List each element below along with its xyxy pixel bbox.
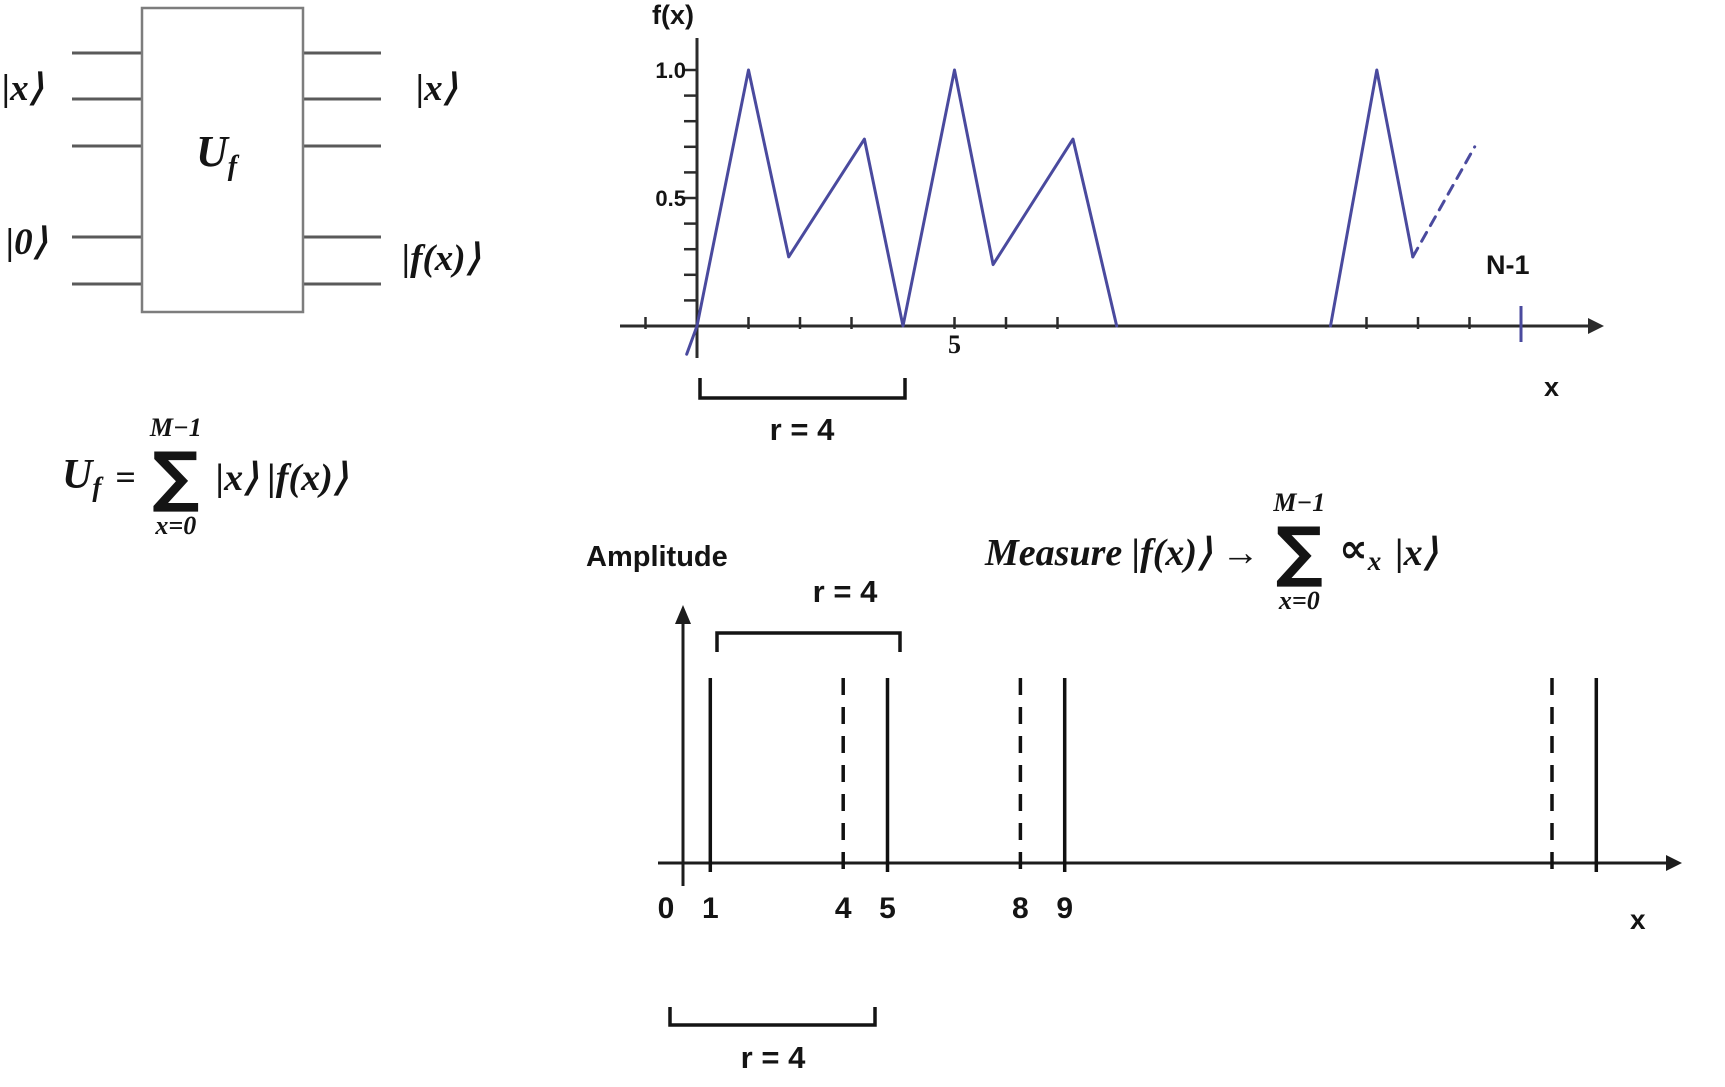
amplitude-bottom-bracket-label: r = 4 (740, 1040, 806, 1075)
uf-circuit (72, 6, 381, 314)
measure-formula-sum-upper: M−1 (1273, 488, 1326, 517)
circuit-input-top-label: |x⟩ (2, 68, 44, 109)
fx-period-bracket (698, 378, 907, 400)
fx-x-axis-title: x (1544, 372, 1560, 402)
uf-formula-equals: = (115, 457, 136, 497)
circuit-output-top-label: |x⟩ (416, 68, 458, 109)
fx-ytick-label-05: 0.5 (655, 186, 686, 211)
amplitude-x-tick-label: 9 (1056, 892, 1074, 925)
fx-curve (685, 68, 1477, 356)
amplitude-bottom-bracket (668, 1007, 877, 1027)
amplitude-y-axis-arrow (675, 605, 691, 624)
uf-formula-sum: M−1 ∑ x=0 (150, 415, 202, 539)
circuit-input-bottom-label: |0⟩ (6, 222, 48, 263)
uf-definition-formula: Uf = M−1 ∑ x=0 |x⟩ |f(x)⟩ (62, 402, 348, 552)
amplitude-x-tick-label: 1 (701, 892, 719, 925)
uf-formula-lhs-base: U (62, 451, 93, 498)
measure-formula-sum-lower: x=0 (1278, 586, 1320, 615)
amplitude-y-axis-title: Amplitude (586, 541, 728, 573)
amplitude-x-axis-arrow (1666, 855, 1682, 871)
fx-xtick-label: 5 (948, 330, 961, 359)
fx-period-bracket-label: r = 4 (769, 412, 835, 447)
fx-n-minus-1-label: N-1 (1486, 250, 1530, 280)
sigma-sum-symbol: ∑ (152, 438, 200, 515)
uf-gate-box (140, 6, 305, 314)
fx-y-axis-title: f(x) (652, 0, 694, 30)
amplitude-top-bracket (715, 631, 902, 652)
alpha-subscript: x (1367, 546, 1382, 577)
circuit-wires (72, 51, 381, 286)
uf-formula-rhs: |x⟩ |f(x)⟩ (215, 456, 348, 499)
uf-gate-label: Uf (196, 126, 237, 183)
amplitude-x-tick-label: 8 (1012, 892, 1029, 925)
fx-x-axis-arrow (1588, 318, 1604, 334)
circuit-output-bottom-label: |f(x)⟩ (402, 238, 481, 279)
uf-formula-sum-upper: M−1 (149, 413, 202, 442)
measure-formula-sum: M−1 ∑ x=0 (1273, 490, 1325, 614)
uf-gate-label-base: U (196, 127, 228, 176)
uf-formula-lhs: Uf (62, 451, 101, 503)
uf-formula-lhs-sub: f (92, 472, 102, 503)
amplitude-x-tick-label: 0 (657, 892, 675, 925)
uf-gate-label-sub: f (227, 150, 238, 182)
measure-formula: Measure |f(x)⟩ → M−1 ∑ x=0 ∝x |x⟩ (985, 472, 1437, 632)
sigma-sum-symbol: ∑ (1275, 513, 1324, 590)
uf-formula-sum-lower: x=0 (155, 511, 197, 540)
fx-plot-ticks (644, 68, 1523, 342)
amplitude-top-bracket-label: r = 4 (812, 574, 878, 609)
measure-formula-amplitude-term: ∝x (1339, 526, 1381, 577)
amplitude-stems (708, 678, 1599, 872)
fx-ytick-label-1: 1.0 (655, 58, 686, 83)
amplitude-x-tick-label: 5 (879, 892, 896, 925)
measure-formula-ket: |x⟩ (1395, 531, 1438, 574)
measure-formula-prefix: Measure |f(x)⟩ → (985, 531, 1260, 574)
amplitude-x-axis-title: x (1630, 904, 1646, 935)
proportional-alpha-symbol: ∝ (1339, 526, 1368, 573)
amplitude-x-tick-label: 4 (834, 892, 852, 925)
amplitude-plot-axes (658, 605, 1682, 886)
